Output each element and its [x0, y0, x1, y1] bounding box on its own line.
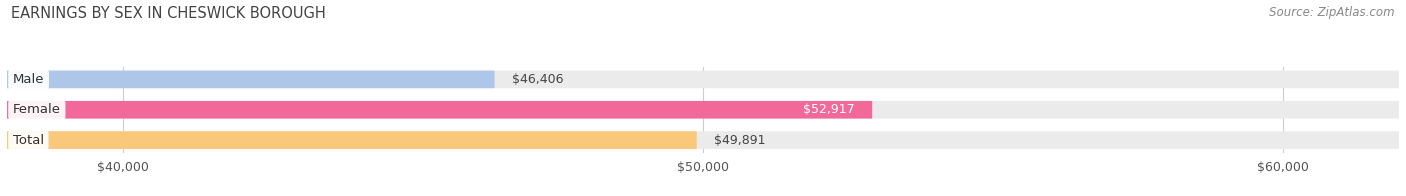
- Text: $52,917: $52,917: [803, 103, 855, 116]
- Text: $49,891: $49,891: [714, 134, 766, 147]
- Text: Female: Female: [13, 103, 60, 116]
- FancyBboxPatch shape: [7, 71, 1399, 88]
- Text: Total: Total: [13, 134, 44, 147]
- FancyBboxPatch shape: [7, 131, 697, 149]
- Text: EARNINGS BY SEX IN CHESWICK BOROUGH: EARNINGS BY SEX IN CHESWICK BOROUGH: [11, 6, 326, 21]
- FancyBboxPatch shape: [7, 131, 1399, 149]
- FancyBboxPatch shape: [7, 101, 1399, 119]
- FancyBboxPatch shape: [7, 71, 495, 88]
- Text: $46,406: $46,406: [512, 73, 564, 86]
- FancyBboxPatch shape: [7, 101, 872, 119]
- Text: Source: ZipAtlas.com: Source: ZipAtlas.com: [1270, 6, 1395, 19]
- Text: Male: Male: [13, 73, 45, 86]
